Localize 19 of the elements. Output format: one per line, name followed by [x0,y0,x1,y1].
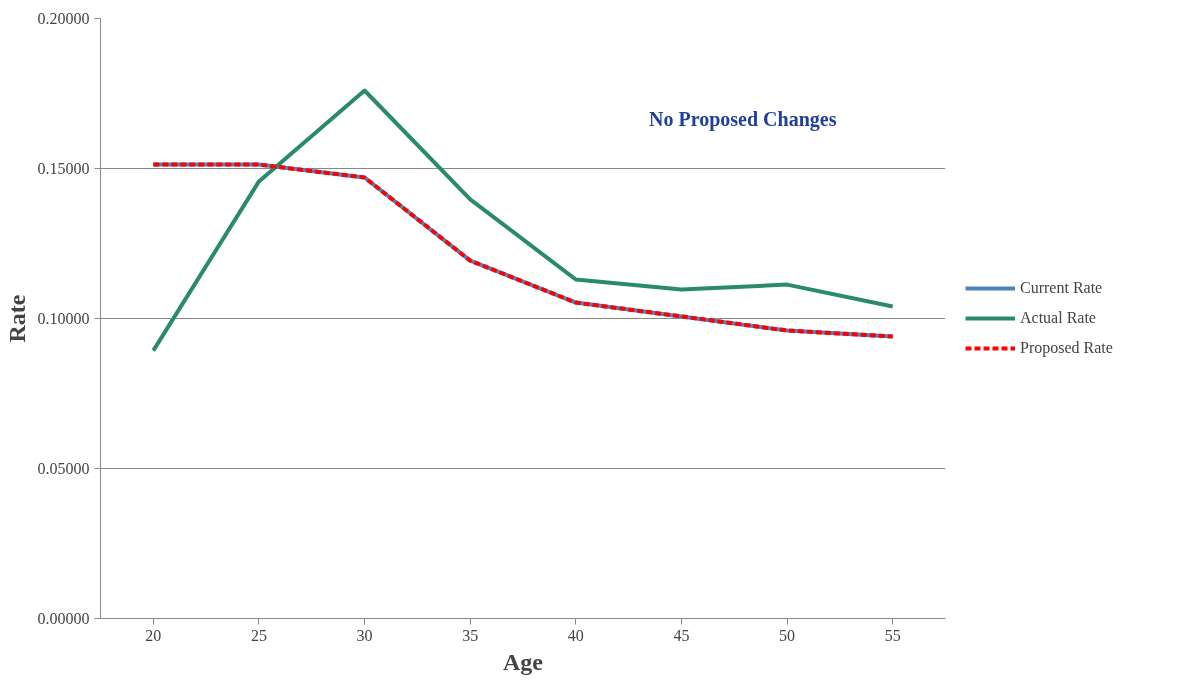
y-tick-label: 0.20000 [37,10,90,27]
legend-label: Current Rate [1020,279,1103,297]
x-tick-label: 55 [884,626,901,644]
x-tick-label: 50 [779,626,796,644]
x-tick-label: 35 [462,626,479,644]
y-tick-label: 0.15000 [37,160,90,177]
y-tick-label: 0.05000 [37,460,90,477]
y-tick-label: 0.00000 [37,610,90,627]
x-tick-label: 45 [673,626,690,644]
legend-label: Actual Rate [1020,309,1096,327]
x-tick-label: 20 [145,626,162,644]
y-tick-label: 0.10000 [37,310,90,327]
x-tick-label: 25 [250,626,267,644]
y-axis-title: Rate [3,294,30,343]
x-tick-label: 40 [567,626,584,644]
x-axis-title: Age [503,648,544,675]
annotation: No Proposed Changes [648,107,837,131]
legend-label: Proposed Rate [1020,339,1113,357]
x-tick-label: 30 [356,626,373,644]
